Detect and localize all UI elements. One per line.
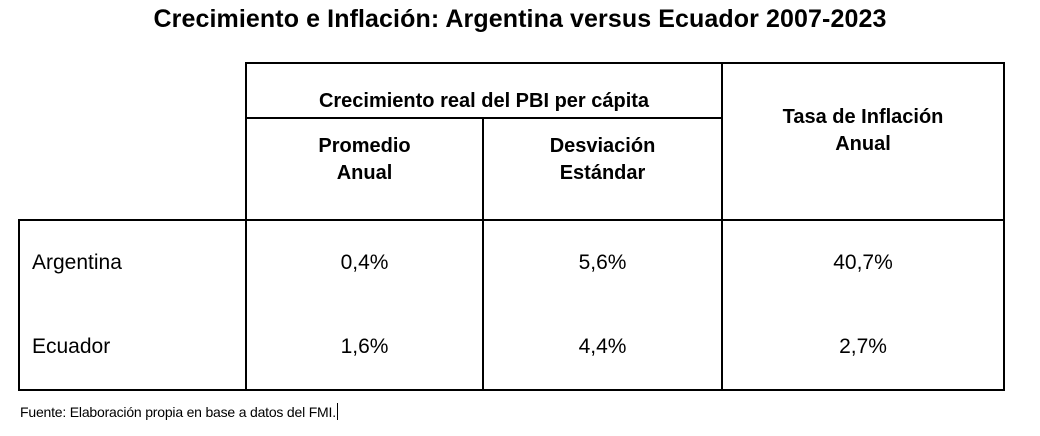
header-sd-line2: Estándar	[559, 162, 646, 184]
cell-mean: 0,4%	[245, 220, 483, 305]
table-header-row-sub: Promedio Anual Desviación Estándar	[19, 118, 1004, 221]
growth-inflation-table: Crecimiento real del PBI per cápita Tasa…	[18, 62, 1005, 391]
header-inflation-line1: Tasa de Inflación	[782, 105, 944, 128]
cell-inflation: 2,7%	[721, 305, 1005, 391]
header-inflation-line2: Anual	[835, 132, 891, 155]
text-cursor	[336, 403, 338, 420]
cell-sd: 4,4%	[482, 305, 722, 391]
header-sd: Desviación Estándar	[482, 118, 723, 221]
table-row: Argentina 0,4% 5,6% 40,7%	[18, 220, 1005, 305]
cell-inflation: 40,7%	[721, 220, 1005, 305]
cell-sd: 5,6%	[482, 220, 722, 305]
row-country-label: Argentina	[18, 220, 246, 305]
source-note: Fuente: Elaboración propia en base a dat…	[20, 402, 338, 422]
header-empty-cell	[19, 63, 246, 221]
data-table-container: Crecimiento real del PBI per cápita Tasa…	[18, 62, 1005, 391]
table-header-row-group: Crecimiento real del PBI per cápita Tasa…	[19, 62, 1005, 221]
header-mean-line2: Anual	[336, 162, 393, 184]
document-title: Crecimiento e Inflación: Argentina versu…	[153, 5, 887, 33]
header-sd-line1: Desviación	[549, 135, 656, 157]
table-row: Ecuador 1,6% 4,4% 2,7%	[18, 305, 1005, 391]
row-country-label: Ecuador	[18, 305, 246, 391]
header-mean-line1: Promedio	[318, 135, 411, 157]
header-mean: Promedio Anual	[245, 118, 483, 221]
header-growth-group: Crecimiento real del PBI per cápita	[245, 62, 723, 119]
header-growth-group-label: Crecimiento real del PBI per cápita	[318, 90, 650, 112]
source-note-text: Fuente: Elaboración propia en base a dat…	[20, 404, 336, 420]
cell-mean: 1,6%	[245, 305, 483, 391]
header-inflation: Tasa de Inflación Anual	[721, 62, 1005, 221]
